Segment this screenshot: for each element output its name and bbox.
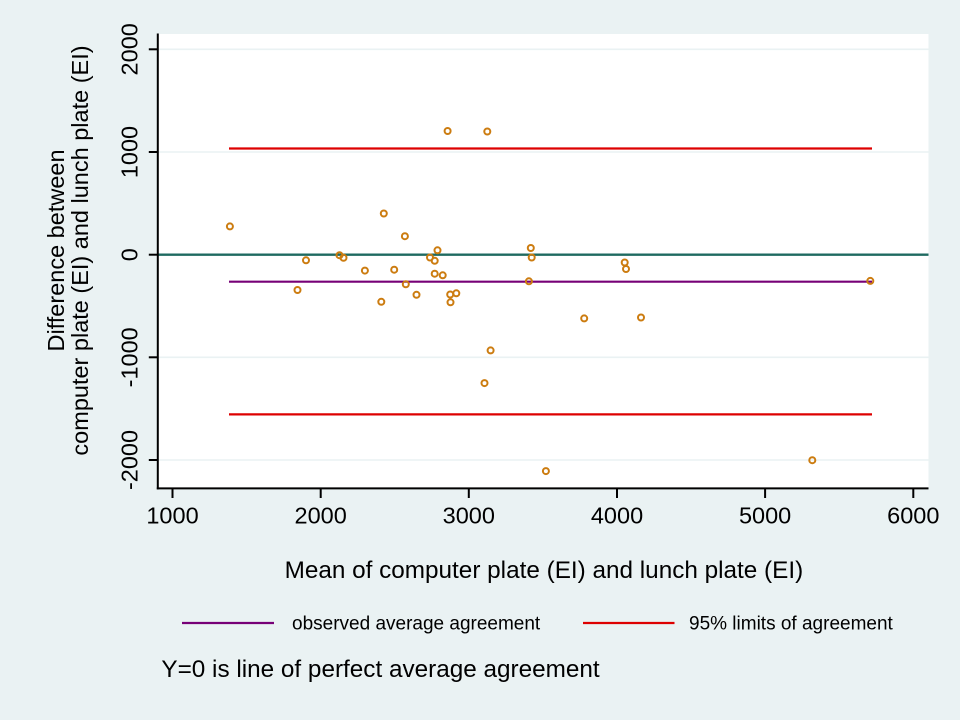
- svg-text:-1000: -1000: [116, 327, 142, 387]
- svg-text:1000: 1000: [116, 126, 142, 178]
- svg-text:2000: 2000: [116, 23, 142, 75]
- svg-text:0: 0: [116, 248, 142, 261]
- svg-text:5000: 5000: [739, 503, 791, 529]
- svg-text:observed average agreement: observed average agreement: [292, 614, 541, 635]
- svg-text:1000: 1000: [146, 503, 198, 529]
- svg-text:2000: 2000: [295, 503, 347, 529]
- svg-text:computer plate (EI) and lunch: computer plate (EI) and lunch plate (EI): [67, 45, 93, 455]
- svg-text:95% limits of agreement: 95% limits of agreement: [689, 614, 894, 635]
- svg-text:3000: 3000: [443, 503, 495, 529]
- svg-text:6000: 6000: [887, 503, 939, 529]
- svg-text:4000: 4000: [591, 503, 643, 529]
- svg-text:Difference between: Difference between: [43, 149, 69, 351]
- svg-text:Y=0 is line of perfect average: Y=0 is line of perfect average agreement: [161, 656, 600, 683]
- svg-text:-2000: -2000: [116, 430, 142, 490]
- svg-text:Mean of computer plate (EI) an: Mean of computer plate (EI) and lunch pl…: [285, 557, 804, 584]
